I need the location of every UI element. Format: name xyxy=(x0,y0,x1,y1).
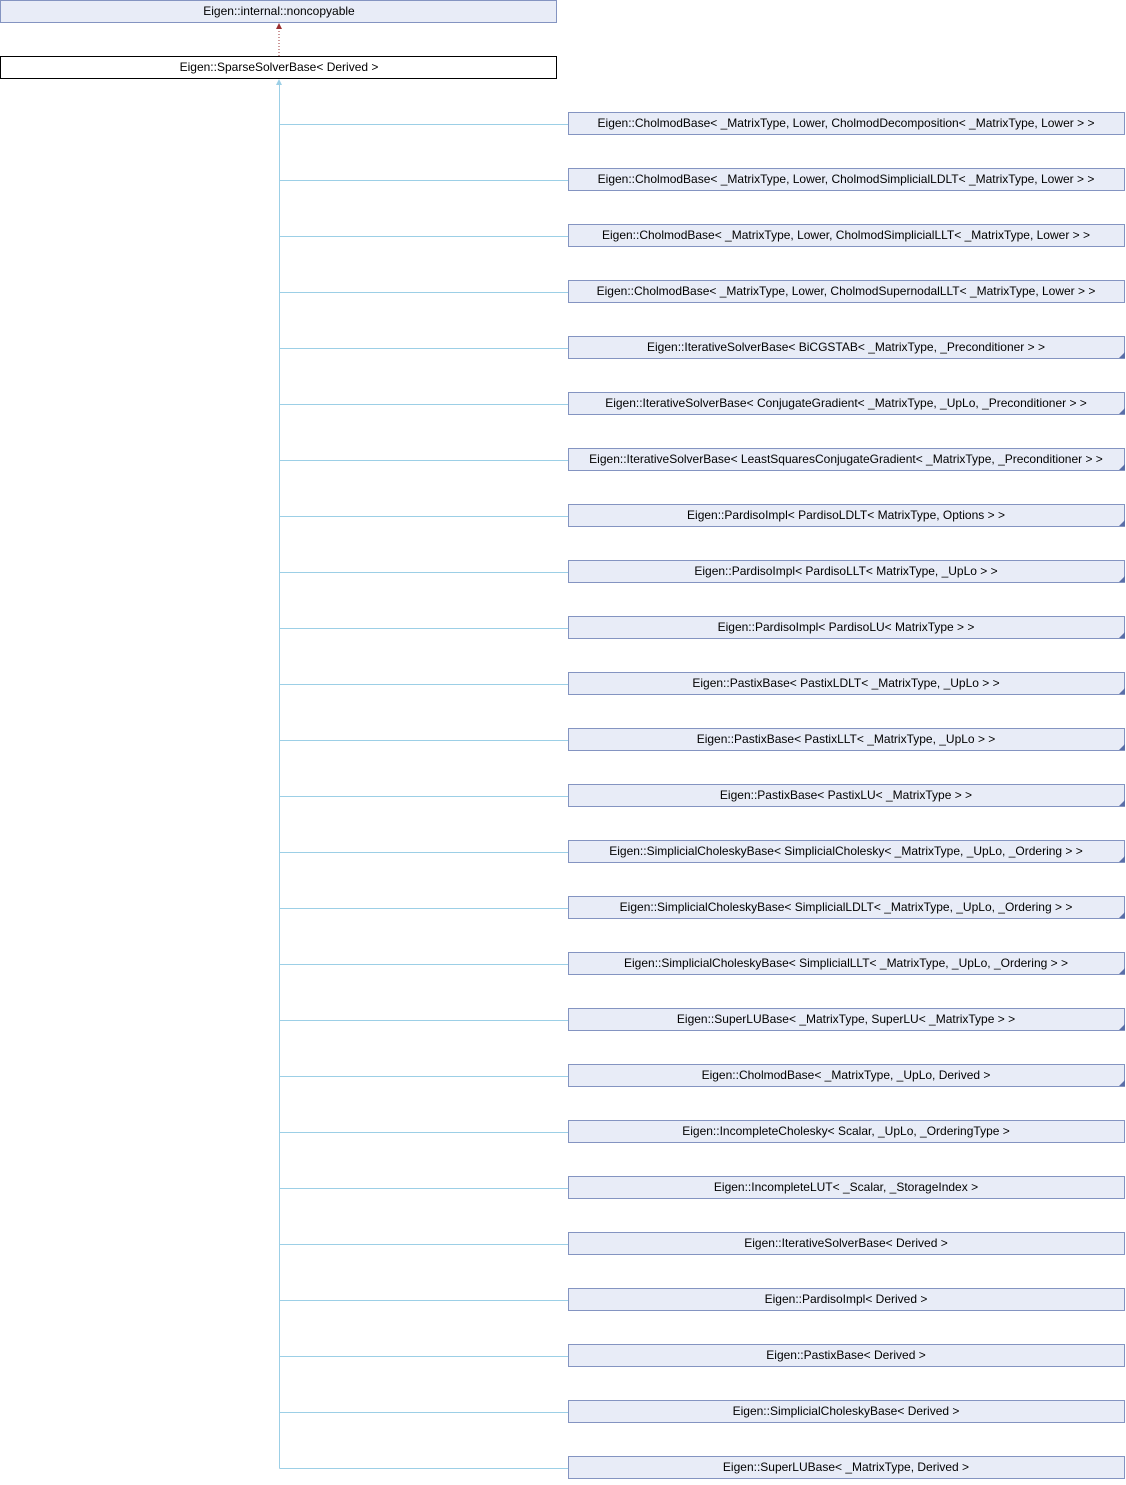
more-marker xyxy=(1119,464,1125,470)
child-label[interactable]: Eigen::SimplicialCholeskyBase< Simplicia… xyxy=(624,956,1068,970)
more-marker xyxy=(1119,800,1125,806)
child-box[interactable] xyxy=(568,1400,1125,1423)
more-marker xyxy=(1119,576,1125,582)
parent-box[interactable] xyxy=(0,0,557,23)
child-label[interactable]: Eigen::PastixBase< PastixLU< _MatrixType… xyxy=(720,788,972,802)
child-box[interactable] xyxy=(568,1064,1125,1087)
child-label[interactable]: Eigen::PastixBase< PastixLDLT< _MatrixTy… xyxy=(692,676,999,690)
child-box[interactable] xyxy=(568,896,1125,919)
child-label[interactable]: Eigen::IncompleteCholesky< Scalar, _UpLo… xyxy=(682,1124,1010,1138)
child-box[interactable] xyxy=(568,1288,1125,1311)
child-box[interactable] xyxy=(568,672,1125,695)
child-box[interactable] xyxy=(568,1344,1125,1367)
child-label[interactable]: Eigen::IterativeSolverBase< ConjugateGra… xyxy=(605,396,1087,410)
child-box[interactable] xyxy=(568,280,1125,303)
child-box[interactable] xyxy=(568,112,1125,135)
arrow-head xyxy=(276,23,282,29)
child-box[interactable] xyxy=(568,168,1125,191)
child-box[interactable] xyxy=(568,336,1125,359)
root-box xyxy=(0,56,557,79)
parent-label[interactable]: Eigen::internal::noncopyable xyxy=(203,4,355,18)
child-label[interactable]: Eigen::SuperLUBase< _MatrixType, SuperLU… xyxy=(677,1012,1015,1026)
child-box[interactable] xyxy=(568,504,1125,527)
more-marker xyxy=(1119,408,1125,414)
child-label[interactable]: Eigen::PardisoImpl< PardisoLDLT< MatrixT… xyxy=(687,508,1005,522)
more-marker xyxy=(1119,856,1125,862)
child-box[interactable] xyxy=(568,392,1125,415)
root-label: Eigen::SparseSolverBase< Derived > xyxy=(180,60,379,74)
child-label[interactable]: Eigen::CholmodBase< _MatrixType, Lower, … xyxy=(598,172,1095,186)
more-marker xyxy=(1119,352,1125,358)
child-label[interactable]: Eigen::CholmodBase< _MatrixType, Lower, … xyxy=(598,116,1095,130)
more-marker xyxy=(1119,632,1125,638)
child-label[interactable]: Eigen::PardisoImpl< PardisoLLT< MatrixTy… xyxy=(694,564,997,578)
child-box[interactable] xyxy=(568,784,1125,807)
more-marker xyxy=(1119,1024,1125,1030)
child-box[interactable] xyxy=(568,616,1125,639)
child-label[interactable]: Eigen::CholmodBase< _MatrixType, _UpLo, … xyxy=(702,1068,991,1082)
more-marker xyxy=(1119,912,1125,918)
arrow-head xyxy=(276,79,282,85)
child-label[interactable]: Eigen::CholmodBase< _MatrixType, Lower, … xyxy=(602,228,1090,242)
child-label[interactable]: Eigen::SimplicialCholeskyBase< Simplicia… xyxy=(620,900,1073,914)
child-label[interactable]: Eigen::PardisoImpl< Derived > xyxy=(765,1292,928,1306)
child-label[interactable]: Eigen::SimplicialCholeskyBase< Derived > xyxy=(733,1404,960,1418)
child-box[interactable] xyxy=(568,952,1125,975)
child-label[interactable]: Eigen::IterativeSolverBase< BiCGSTAB< _M… xyxy=(647,340,1045,354)
more-marker xyxy=(1119,1080,1125,1086)
child-box[interactable] xyxy=(568,1176,1125,1199)
child-box[interactable] xyxy=(568,1008,1125,1031)
more-marker xyxy=(1119,688,1125,694)
more-marker xyxy=(1119,520,1125,526)
child-box[interactable] xyxy=(568,448,1125,471)
child-label[interactable]: Eigen::IterativeSolverBase< LeastSquares… xyxy=(589,452,1103,466)
child-label[interactable]: Eigen::IncompleteLUT< _Scalar, _StorageI… xyxy=(714,1180,978,1194)
child-label[interactable]: Eigen::PastixBase< Derived > xyxy=(766,1348,925,1362)
child-box[interactable] xyxy=(568,224,1125,247)
child-label[interactable]: Eigen::PardisoImpl< PardisoLU< MatrixTyp… xyxy=(718,620,975,634)
child-box[interactable] xyxy=(568,840,1125,863)
child-box[interactable] xyxy=(568,560,1125,583)
child-label[interactable]: Eigen::SuperLUBase< _MatrixType, Derived… xyxy=(723,1460,969,1474)
more-marker xyxy=(1119,744,1125,750)
child-box[interactable] xyxy=(568,1120,1125,1143)
child-label[interactable]: Eigen::CholmodBase< _MatrixType, Lower, … xyxy=(597,284,1096,298)
child-label[interactable]: Eigen::PastixBase< PastixLLT< _MatrixTyp… xyxy=(697,732,996,746)
child-label[interactable]: Eigen::SimplicialCholeskyBase< Simplicia… xyxy=(609,844,1083,858)
more-marker xyxy=(1119,968,1125,974)
child-box[interactable] xyxy=(568,728,1125,751)
child-box[interactable] xyxy=(568,1456,1125,1479)
child-box[interactable] xyxy=(568,1232,1125,1255)
child-label[interactable]: Eigen::IterativeSolverBase< Derived > xyxy=(744,1236,947,1250)
